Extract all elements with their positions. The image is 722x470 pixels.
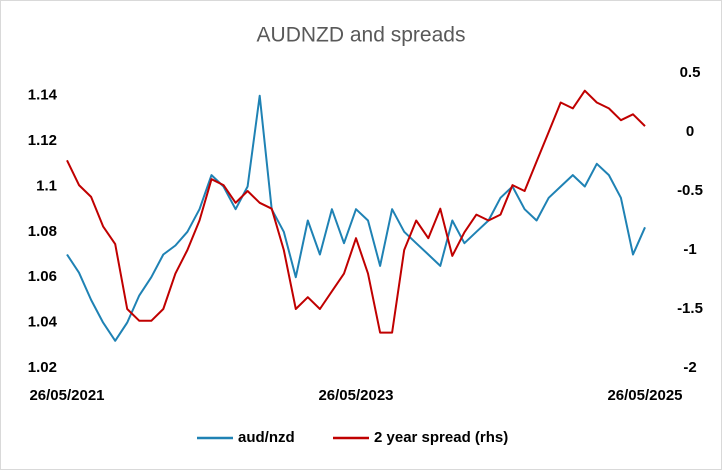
y-tick-label: 1.12 xyxy=(28,132,57,149)
legend-label: aud/nzd xyxy=(238,429,295,446)
y-tick-label: 1.06 xyxy=(28,268,57,285)
y2-tick-label: 0 xyxy=(686,123,694,140)
y2-tick-label: 0.5 xyxy=(680,64,701,81)
y2-tick-label: -1.5 xyxy=(677,300,703,317)
y-tick-label: 1.14 xyxy=(28,87,58,104)
y-tick-label: 1.1 xyxy=(36,177,57,194)
y2-tick-label: -0.5 xyxy=(677,182,703,199)
y-tick-label: 1.02 xyxy=(28,359,57,376)
y-tick-label: 1.08 xyxy=(28,223,57,240)
series-line xyxy=(66,94,646,342)
y-tick-label: 1.04 xyxy=(28,314,58,331)
y2-tick-label: -1 xyxy=(683,241,696,258)
series-line xyxy=(66,89,646,334)
x-tick-label: 26/05/2021 xyxy=(29,387,104,404)
legend-label: 2 year spread (rhs) xyxy=(374,429,508,446)
chart-title: AUDNZD and spreads xyxy=(257,24,466,47)
x-tick-label: 26/05/2023 xyxy=(318,387,393,404)
x-tick-label: 26/05/2025 xyxy=(607,387,682,404)
y2-tick-label: -2 xyxy=(683,359,696,376)
